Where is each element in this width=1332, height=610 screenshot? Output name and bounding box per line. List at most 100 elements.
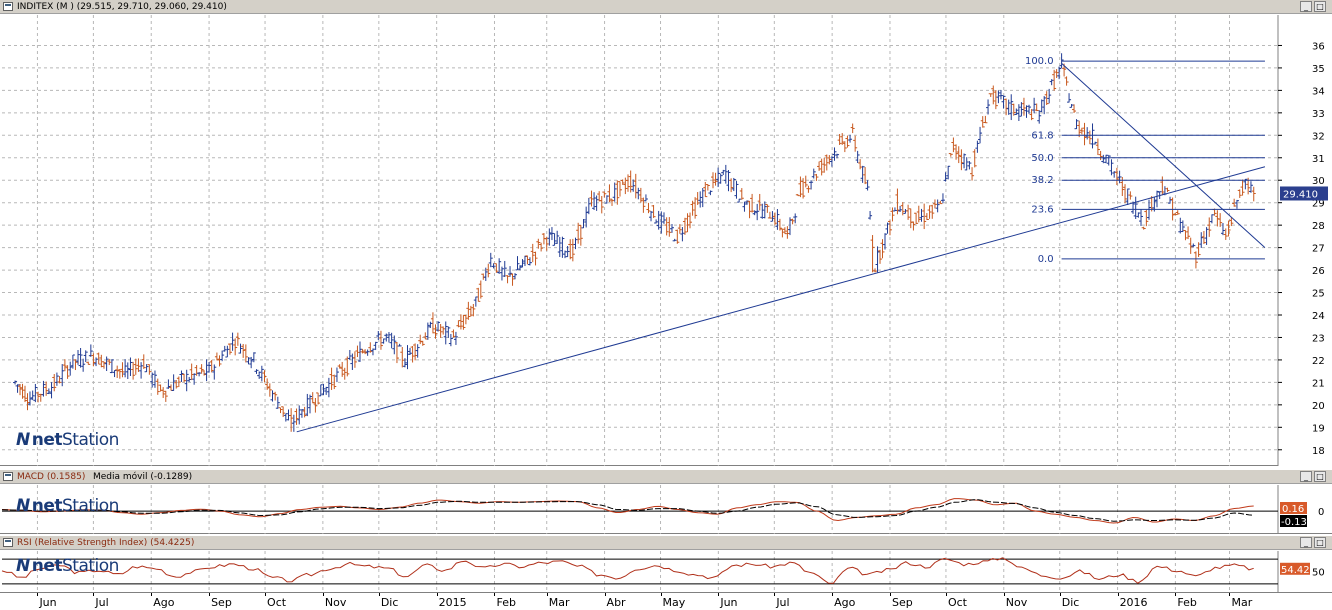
ohlc-bar (770, 211, 775, 222)
ohlc-bar (96, 352, 101, 365)
ohlc-bar (104, 356, 109, 371)
ohlc-bar (734, 181, 739, 199)
ohlc-bar (334, 367, 339, 383)
ohlc-bar (415, 344, 420, 358)
ohlc-bar (441, 326, 446, 335)
ohlc-bar (199, 364, 204, 374)
ohlc-bar (978, 126, 983, 144)
ohlc-bar (225, 345, 230, 358)
ohlc-bar (811, 168, 816, 179)
ohlc-bar (914, 212, 919, 224)
ohlc-bar (299, 409, 304, 418)
maximize-icon[interactable]: □ (1314, 471, 1326, 482)
ohlc-bar (1101, 154, 1106, 164)
ohlc-bar (1201, 230, 1206, 245)
price-tick-label: 21 (1312, 378, 1325, 389)
ohlc-bar (265, 378, 270, 390)
ohlc-bar (1223, 228, 1228, 240)
ohlc-bar (916, 205, 921, 223)
minimize-icon[interactable]: _ (1300, 537, 1312, 548)
ohlc-bar (675, 229, 680, 244)
ohlc-bar (932, 199, 937, 209)
ohlc-bar (520, 259, 525, 268)
ohlc-bar (723, 164, 728, 184)
ohlc-bar (324, 386, 329, 395)
fib-level-label: 0.0 (1038, 254, 1054, 265)
maximize-icon[interactable]: □ (1314, 537, 1326, 548)
ohlc-bar (695, 192, 700, 205)
ohlc-bar (1093, 141, 1098, 145)
date-tick-label: Feb (496, 596, 516, 609)
ohlc-bar (60, 364, 65, 387)
macd-chart[interactable]: 0 0.16 -0.13 (0, 485, 1332, 545)
ohlc-bar (166, 379, 171, 389)
ohlc-bar (809, 180, 814, 190)
ohlc-bar (1098, 150, 1103, 161)
price-tick-label: 30 (1312, 176, 1325, 187)
ohlc-bar (123, 359, 128, 378)
ohlc-bar (386, 332, 391, 343)
ohlc-bar (204, 359, 209, 382)
ohlc-bar (358, 341, 363, 362)
ohlc-bar (693, 197, 698, 219)
ohlc-bar (964, 157, 969, 171)
ohlc-bar (1042, 96, 1047, 115)
ohlc-bar (669, 223, 674, 233)
date-tick-label: May (662, 596, 686, 609)
ohlc-bar (101, 361, 106, 369)
ohlc-bar (824, 154, 829, 171)
ohlc-bar (44, 381, 49, 396)
ohlc-bar (927, 205, 932, 219)
ohlc-bar (458, 314, 463, 330)
minimize-icon[interactable]: _ (1300, 1, 1312, 12)
ohlc-bar (938, 200, 943, 205)
ohlc-bar (1199, 232, 1204, 248)
ohlc-bar (1128, 191, 1133, 200)
ohlc-bar (20, 383, 25, 399)
price-tick-label: 35 (1312, 64, 1325, 75)
ohlc-bar (466, 301, 471, 320)
ohlc-bar (855, 150, 860, 163)
ohlc-bar (302, 406, 307, 418)
ohlc-bar (486, 263, 491, 278)
price-bars (13, 53, 1256, 432)
rsi-last-label: 54.42 (1281, 565, 1310, 576)
ohlc-bar (246, 357, 251, 365)
ohlc-bar (345, 356, 350, 377)
ohlc-bar (890, 207, 895, 222)
minimize-icon[interactable]: _ (1300, 471, 1312, 482)
ohlc-bar (853, 135, 858, 152)
ohlc-bar (1029, 109, 1034, 121)
ohlc-bar (517, 265, 522, 271)
date-tick (774, 593, 776, 596)
ohlc-bar (752, 210, 757, 216)
ohlc-bar (270, 390, 275, 402)
ohlc-bar (1049, 79, 1054, 86)
ohlc-bar (394, 342, 399, 364)
ohlc-bar (68, 361, 73, 376)
ohlc-bar (254, 369, 259, 374)
date-tick-label: Jun (39, 596, 57, 609)
ohlc-bar (1188, 237, 1193, 254)
ohlc-bar (654, 219, 659, 224)
ohlc-bar (649, 211, 654, 222)
maximize-icon[interactable]: □ (1314, 1, 1326, 12)
ohlc-bar (18, 383, 23, 396)
ohlc-bar (878, 249, 883, 264)
ohlc-bar (552, 233, 557, 246)
ohlc-bar (868, 210, 873, 220)
ohlc-bar (651, 205, 656, 218)
ohlc-bar (329, 367, 334, 390)
ohlc-bar (342, 367, 347, 380)
ohlc-bar (1248, 181, 1253, 193)
ohlc-bar (508, 266, 513, 277)
price-tick-label: 28 (1312, 221, 1325, 232)
ohlc-bar (368, 342, 373, 353)
ohlc-bar (688, 212, 693, 229)
ohlc-bar (513, 273, 518, 280)
ohlc-bar (36, 391, 41, 403)
price-chart[interactable]: 18 19 20 21 22 23 24 25 26 27 28 29 30 31 32 33 34 35 36 10… (0, 15, 1332, 466)
ohlc-bar (262, 370, 267, 383)
